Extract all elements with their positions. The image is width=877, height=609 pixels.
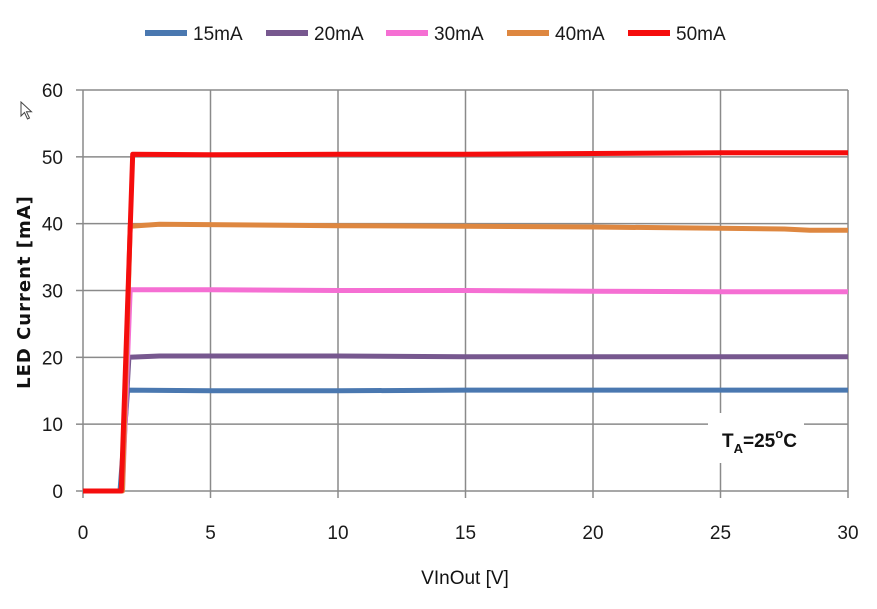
y-tick-label: 0 — [52, 482, 63, 503]
x-tick-label: 15 — [455, 523, 476, 544]
legend-label: 50mA — [676, 24, 726, 45]
x-tick-labels: 0 5 10 15 20 25 30 — [78, 523, 859, 544]
y-tick-label: 30 — [42, 282, 63, 303]
temperature-annotation: TA=25oC — [708, 413, 804, 463]
legend-label: 15mA — [193, 24, 243, 45]
annotation-box — [708, 413, 804, 463]
annotation-text: TA=25oC — [722, 426, 797, 456]
y-tick-labels: 0 10 20 30 40 50 60 — [42, 81, 63, 503]
x-axis-title: VInOut [V] — [421, 568, 509, 589]
y-tick-label: 50 — [42, 148, 63, 169]
annotation-main: T — [722, 431, 734, 452]
x-tick-label: 0 — [78, 523, 89, 544]
y-axis-title: LED Current [mA] — [14, 195, 35, 389]
annotation-sub: A — [734, 441, 744, 456]
x-tick-label: 10 — [327, 523, 348, 544]
legend-item-40mA: 40mA — [507, 24, 605, 45]
legend: 15mA 20mA 30mA 40mA 50mA — [145, 24, 726, 45]
legend-label: 30mA — [434, 24, 484, 45]
annotation-unit: C — [783, 431, 797, 452]
x-tick-label: 5 — [205, 523, 216, 544]
legend-label: 20mA — [314, 24, 364, 45]
y-tick-label: 40 — [42, 215, 63, 236]
x-tick-label: 25 — [710, 523, 731, 544]
series-line-50mA — [83, 150, 848, 494]
legend-item-50mA: 50mA — [628, 24, 726, 45]
y-tick-label: 10 — [42, 415, 63, 436]
y-tick-label: 60 — [42, 81, 63, 102]
mouse-pointer-icon — [20, 101, 33, 120]
x-tick-label: 20 — [582, 523, 603, 544]
axes — [76, 89, 849, 498]
legend-item-30mA: 30mA — [386, 24, 484, 45]
annotation-rest: =25 — [743, 431, 776, 452]
legend-item-20mA: 20mA — [266, 24, 364, 45]
legend-item-15mA: 15mA — [145, 24, 243, 45]
legend-label: 40mA — [555, 24, 605, 45]
y-tick-label: 20 — [42, 348, 63, 369]
x-tick-label: 30 — [837, 523, 858, 544]
annotation-sup: o — [775, 426, 783, 441]
series-lines — [83, 150, 848, 494]
